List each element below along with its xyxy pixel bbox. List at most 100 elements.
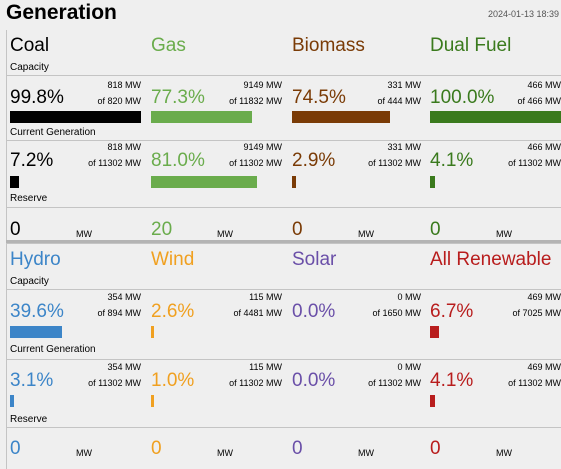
capacity-total: of 7025 MW xyxy=(512,308,561,318)
capacity-bar xyxy=(151,326,154,338)
generation-mw: 466 MW xyxy=(527,142,561,152)
page-title: Generation xyxy=(6,1,117,24)
fuel-name-all-renewable: All Renewable xyxy=(430,249,552,270)
generation-total: of 11302 MW xyxy=(88,158,141,168)
reserve-value: 0 xyxy=(292,438,303,459)
capacity-percent: 99.8% xyxy=(10,87,64,108)
generation-total: of 11302 MW xyxy=(368,158,421,168)
generation-mw: 354 MW xyxy=(107,362,141,372)
reserve-value: 0 xyxy=(292,219,303,240)
fuel-name-biomass: Biomass xyxy=(292,35,365,56)
capacity-percent: 2.6% xyxy=(151,301,195,322)
capacity-bar xyxy=(151,111,252,123)
capacity-total: of 1650 MW xyxy=(372,308,421,318)
generation-percent: 7.2% xyxy=(10,150,54,171)
generation-bar xyxy=(10,176,19,188)
fuel-name-hydro: Hydro xyxy=(10,249,61,270)
divider xyxy=(6,140,561,141)
capacity-label: Capacity xyxy=(10,62,49,73)
reserve-unit: MW xyxy=(358,448,374,458)
capacity-bar xyxy=(430,326,439,338)
capacity-total: of 444 MW xyxy=(377,96,421,106)
capacity-label: Capacity xyxy=(10,276,49,287)
capacity-percent: 74.5% xyxy=(292,87,346,108)
generation-mw: 0 MW xyxy=(397,362,422,372)
divider xyxy=(6,207,561,208)
divider xyxy=(6,75,561,76)
generation-total: of 11302 MW xyxy=(88,378,141,388)
generation-percent: 4.1% xyxy=(430,370,474,391)
reserve-label: Reserve xyxy=(10,414,48,425)
timestamp: 2024-01-13 18:39 xyxy=(487,9,559,19)
capacity-percent: 6.7% xyxy=(430,301,474,322)
current-generation-label: Current Generation xyxy=(10,127,96,138)
generation-mw: 469 MW xyxy=(527,362,561,372)
capacity-mw: 115 MW xyxy=(249,292,282,302)
capacity-mw: 354 MW xyxy=(107,292,141,302)
capacity-mw: 9149 MW xyxy=(243,80,282,90)
generation-total: of 11302 MW xyxy=(368,378,421,388)
capacity-mw: 818 MW xyxy=(107,80,141,90)
fuel-name-dual-fuel: Dual Fuel xyxy=(430,35,512,56)
reserve-value: 0 xyxy=(10,438,21,459)
capacity-total: of 466 MW xyxy=(517,96,561,106)
capacity-mw: 0 MW xyxy=(397,292,422,302)
panel-left-border xyxy=(6,30,7,469)
generation-percent: 4.1% xyxy=(430,150,474,171)
reserve-value: 20 xyxy=(151,219,173,240)
capacity-total: of 4481 MW xyxy=(233,308,282,318)
reserve-unit: MW xyxy=(76,448,92,458)
reserve-value: 0 xyxy=(10,219,21,240)
fuel-name-solar: Solar xyxy=(292,249,337,270)
generation-percent: 81.0% xyxy=(151,150,205,171)
capacity-mw: 469 MW xyxy=(527,292,561,302)
generation-mw: 115 MW xyxy=(249,362,282,372)
generation-mw: 9149 MW xyxy=(243,142,282,152)
capacity-bar xyxy=(292,111,390,123)
reserve-label: Reserve xyxy=(10,193,48,204)
reserve-unit: MW xyxy=(217,448,233,458)
current-generation-label: Current Generation xyxy=(10,344,96,355)
fuel-name-gas: Gas xyxy=(151,35,186,56)
generation-percent: 2.9% xyxy=(292,150,336,171)
capacity-total: of 820 MW xyxy=(97,96,141,106)
capacity-percent: 77.3% xyxy=(151,87,205,108)
reserve-unit: MW xyxy=(496,229,512,239)
capacity-total: of 11832 MW xyxy=(229,96,282,106)
generation-percent: 0.0% xyxy=(292,370,336,391)
capacity-percent: 39.6% xyxy=(10,301,64,322)
generation-percent: 3.1% xyxy=(10,370,54,391)
capacity-mw: 331 MW xyxy=(387,80,421,90)
reserve-value: 0 xyxy=(151,438,162,459)
generation-total: of 11302 MW xyxy=(229,158,282,168)
reserve-unit: MW xyxy=(358,229,374,239)
capacity-mw: 466 MW xyxy=(527,80,561,90)
fuel-name-wind: Wind xyxy=(151,249,195,270)
divider xyxy=(6,427,561,428)
generation-total: of 11302 MW xyxy=(508,158,561,168)
reserve-value: 0 xyxy=(430,438,441,459)
capacity-total: of 894 MW xyxy=(97,308,141,318)
generation-bar xyxy=(10,395,14,407)
divider xyxy=(6,243,561,244)
generation-mw: 331 MW xyxy=(387,142,421,152)
generation-mw: 818 MW xyxy=(107,142,141,152)
capacity-percent: 0.0% xyxy=(292,301,336,322)
generation-total: of 11302 MW xyxy=(229,378,282,388)
capacity-bar xyxy=(10,326,62,338)
reserve-unit: MW xyxy=(496,448,512,458)
fuel-name-coal: Coal xyxy=(10,35,50,56)
capacity-percent: 100.0% xyxy=(430,87,495,108)
capacity-bar xyxy=(430,111,561,123)
generation-bar xyxy=(430,176,435,188)
reserve-value: 0 xyxy=(430,219,441,240)
generation-bar xyxy=(430,395,435,407)
reserve-unit: MW xyxy=(217,229,233,239)
generation-percent: 1.0% xyxy=(151,370,195,391)
divider xyxy=(6,359,561,360)
generation-total: of 11302 MW xyxy=(508,378,561,388)
divider xyxy=(6,289,561,290)
section-separator xyxy=(6,240,561,243)
reserve-unit: MW xyxy=(76,229,92,239)
capacity-bar xyxy=(10,111,141,123)
